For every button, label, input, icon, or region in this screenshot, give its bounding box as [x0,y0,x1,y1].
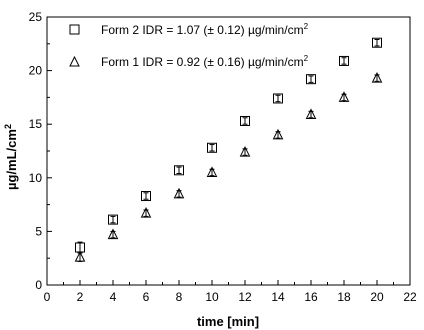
y-axis-title-main: µg/mL/cm [4,129,19,190]
legend-marker-triangle [69,55,80,67]
legend-label-form-2-text: Form 2 IDR = 1.07 (± 0.12) µg/min/cm [101,23,304,37]
triangle-marker [107,228,119,240]
data-point [107,228,119,240]
legend: Form 2 IDR = 1.07 (± 0.12) µg/min/cm2 Fo… [69,22,309,69]
data-point [140,207,152,218]
square-marker [141,191,151,202]
x-tick-label: 12 [238,290,252,304]
data-point [372,37,382,48]
data-point [338,91,350,102]
legend-entry-form-2: Form 2 IDR = 1.07 (± 0.12) µg/min/cm2 [69,22,309,37]
data-points [74,37,383,262]
x-tick-label: 16 [304,290,318,304]
y-tick-label: 20 [29,64,43,78]
data-point [141,191,151,202]
x-tick-label: 18 [337,290,351,304]
x-tick-label: 0 [44,290,51,304]
series-square-points [75,37,382,254]
x-axis: 0 2 4 6 8 10 12 14 16 18 20 22 [44,280,417,304]
y-tick-label: 15 [29,117,43,131]
triangle-marker [371,71,383,83]
legend-label-form-2: Form 2 IDR = 1.07 (± 0.12) µg/min/cm2 [101,22,309,37]
legend-label-form-1-superscript: 2 [304,54,309,63]
square-marker [306,74,316,85]
data-point [173,187,185,199]
data-point [74,251,86,262]
x-tick-label: 8 [176,290,183,304]
y-tick-label: 25 [29,10,43,24]
x-tick-label: 4 [110,290,117,304]
series-triangle-points [74,71,383,262]
triangle-marker [140,207,152,218]
x-tick-label: 6 [143,290,150,304]
y-tick-label: 5 [35,224,42,238]
x-axis-title: time [min] [197,314,259,329]
data-point [206,166,218,177]
legend-label-form-1: Form 1 IDR = 0.92 (± 0.16) µg/min/cm2 [101,54,309,69]
data-point [239,145,251,157]
data-point [306,74,316,85]
square-marker [108,214,118,225]
triangle-marker [173,187,185,199]
data-point [339,55,349,66]
data-point [108,214,118,225]
data-point [207,142,217,153]
square-marker [174,165,184,176]
legend-entry-form-1: Form 1 IDR = 0.92 (± 0.16) µg/min/cm2 [69,54,309,69]
triangle-marker [206,166,218,177]
data-point [273,93,283,104]
y-tick-label: 10 [29,171,43,185]
square-marker [273,93,283,104]
data-point [240,115,250,126]
x-tick-label: 14 [271,290,285,304]
square-marker [372,37,382,48]
square-marker [240,115,250,126]
square-marker [207,142,217,153]
legend-label-form-1-text: Form 1 IDR = 0.92 (± 0.16) µg/min/cm [101,55,304,69]
triangle-marker [305,108,317,120]
legend-label-form-2-superscript: 2 [304,22,309,31]
data-point [305,108,317,120]
triangle-marker [239,145,251,157]
x-tick-label: 2 [77,290,84,304]
data-point [272,128,284,140]
y-tick-label: 0 [35,278,42,292]
x-tick-label: 22 [403,290,417,304]
data-point [174,165,184,176]
triangle-marker [338,91,350,102]
legend-marker-square [69,24,80,35]
y-axis-title-superscript: 2 [3,124,13,129]
data-point [371,71,383,83]
triangle-marker [74,251,86,262]
y-axis-title: µg/mL/cm2 [3,124,19,190]
triangle-marker [272,128,284,140]
x-tick-label: 10 [205,290,219,304]
y-axis: 0 5 10 15 20 25 [29,10,52,292]
square-marker [339,55,349,66]
x-tick-label: 20 [370,290,384,304]
